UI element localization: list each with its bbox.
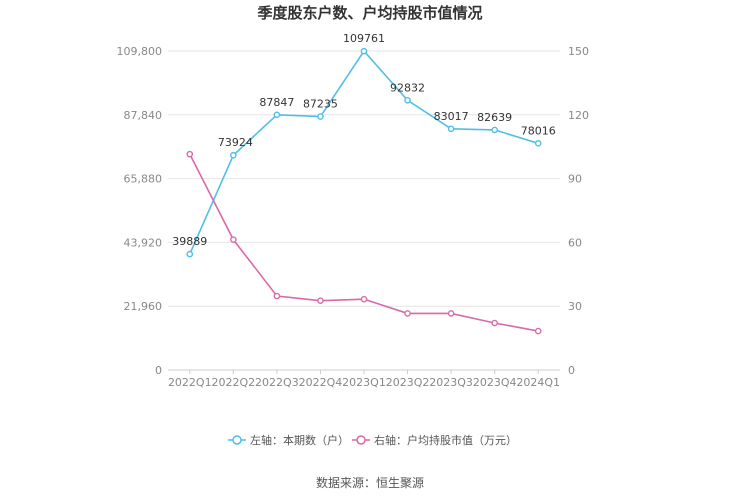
- right-series-point: [273, 292, 281, 300]
- right-tick-label: 60: [568, 236, 582, 249]
- right-tick-label: 0: [568, 364, 575, 377]
- legend-item-left[interactable]: 左轴：本期数（户）: [228, 433, 349, 447]
- x-tick-label: 2023Q4: [473, 376, 517, 389]
- right-series-point: [447, 310, 455, 317]
- series-layer: 39889 73924 87847 87235 109761 92832 83017 8263…: [172, 32, 556, 335]
- left-series-point: [404, 96, 411, 104]
- x-tick-label: 2023Q1: [342, 376, 386, 389]
- data-label: 78016: [521, 124, 556, 137]
- right-series-point: [491, 319, 498, 327]
- data-label: 73924: [218, 136, 253, 149]
- right-series-point: [404, 310, 411, 317]
- left-series-point: [230, 151, 237, 159]
- source-note: 数据来源：恒生聚源: [316, 475, 424, 490]
- legend-item-right[interactable]: 右轴：户均持股市值（万元）: [352, 433, 517, 447]
- right-series-point: [534, 327, 542, 335]
- chart-title: 季度股东户数、户均持股市值情况: [257, 4, 482, 22]
- left-series-point: [317, 113, 324, 120]
- grid: [168, 50, 560, 371]
- data-label: 39889: [172, 235, 207, 248]
- left-axis: 0 21,960 43,920 65,880 87,840 109,800: [117, 45, 163, 377]
- x-tick-label: 2022Q3: [255, 376, 299, 389]
- legend-marker: [356, 435, 366, 445]
- left-series-line: [189, 49, 539, 255]
- legend-label: 左轴：本期数（户）: [250, 433, 349, 447]
- data-label: 82639: [477, 111, 512, 124]
- left-series-point: [273, 111, 281, 119]
- right-series-point: [317, 297, 324, 304]
- x-tick-label: 2022Q2: [212, 376, 256, 389]
- legend-label: 右轴：户均持股市值（万元）: [374, 433, 517, 447]
- x-tick-label: 2022Q4: [299, 376, 343, 389]
- left-tick-label: 21,960: [124, 300, 163, 313]
- data-label: 92832: [390, 81, 425, 94]
- legend-marker: [232, 435, 242, 445]
- left-series-point: [491, 126, 498, 134]
- right-series-point: [230, 236, 237, 243]
- left-tick-label: 65,880: [124, 173, 163, 186]
- data-label: 87235: [303, 98, 338, 111]
- left-tick-label: 87,840: [124, 109, 163, 122]
- right-series-point: [186, 150, 194, 158]
- data-label: 87847: [259, 96, 294, 109]
- left-series-point: [360, 47, 368, 55]
- legend[interactable]: 左轴：本期数（户） 右轴：户均持股市值（万元）: [228, 433, 517, 447]
- left-series-point: [447, 125, 455, 133]
- right-axis: 0 30 60 90 120 150: [568, 45, 589, 377]
- right-tick-label: 30: [568, 300, 582, 313]
- x-tick-label: 2022Q1: [168, 376, 212, 389]
- right-tick-label: 120: [568, 109, 589, 122]
- x-tick-label: 2023Q2: [386, 376, 430, 389]
- x-tick-label: 2024Q1: [516, 376, 560, 389]
- right-series-point: [360, 295, 368, 303]
- left-tick-label: 0: [155, 364, 162, 377]
- left-series-point: [186, 250, 194, 258]
- left-tick-label: 43,920: [124, 236, 163, 249]
- x-axis: 2022Q1 2022Q2 2022Q3 2022Q4 2023Q1 2023Q2 2023…: [168, 370, 560, 389]
- left-tick-label: 109,800: [117, 45, 163, 58]
- data-label: 109761: [343, 32, 385, 45]
- right-tick-label: 150: [568, 45, 589, 58]
- left-series-point: [534, 140, 542, 147]
- data-label: 83017: [434, 110, 469, 123]
- x-tick-label: 2023Q3: [429, 376, 473, 389]
- right-tick-label: 90: [568, 173, 582, 186]
